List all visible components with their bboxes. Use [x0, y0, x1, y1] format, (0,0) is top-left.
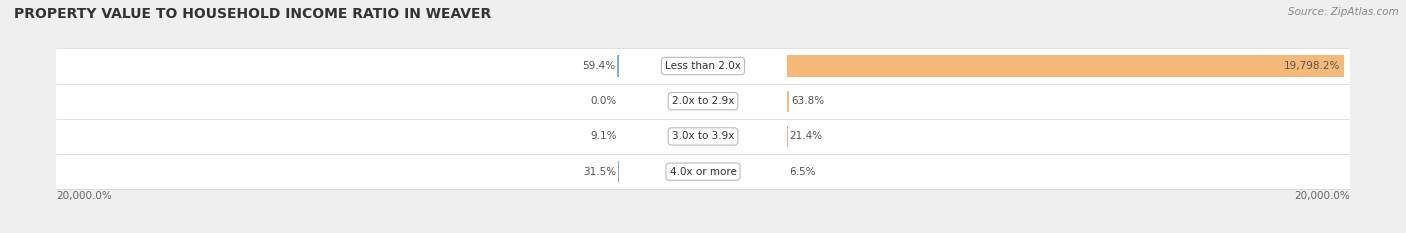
Bar	[56, 48, 1350, 84]
Text: Less than 2.0x: Less than 2.0x	[665, 61, 741, 71]
Text: 20,000.0%: 20,000.0%	[56, 191, 112, 201]
Text: 31.5%: 31.5%	[583, 167, 616, 177]
Text: PROPERTY VALUE TO HOUSEHOLD INCOME RATIO IN WEAVER: PROPERTY VALUE TO HOUSEHOLD INCOME RATIO…	[14, 7, 491, 21]
Text: 63.8%: 63.8%	[790, 96, 824, 106]
Text: 59.4%: 59.4%	[582, 61, 616, 71]
Bar	[56, 84, 1350, 119]
Text: 4.0x or more: 4.0x or more	[669, 167, 737, 177]
Text: 6.5%: 6.5%	[789, 167, 815, 177]
Bar	[56, 119, 1350, 154]
Text: 0.0%: 0.0%	[591, 96, 617, 106]
Text: 21.4%: 21.4%	[790, 131, 823, 141]
Text: 3.0x to 3.9x: 3.0x to 3.9x	[672, 131, 734, 141]
Bar	[617, 55, 619, 77]
Text: 19,798.2%: 19,798.2%	[1284, 61, 1340, 71]
Text: 9.1%: 9.1%	[591, 131, 617, 141]
Text: 2.0x to 2.9x: 2.0x to 2.9x	[672, 96, 734, 106]
Text: Source: ZipAtlas.com: Source: ZipAtlas.com	[1288, 7, 1399, 17]
Bar	[787, 91, 789, 112]
Bar	[787, 55, 1344, 77]
Text: 20,000.0%: 20,000.0%	[1294, 191, 1350, 201]
Bar	[56, 154, 1350, 189]
